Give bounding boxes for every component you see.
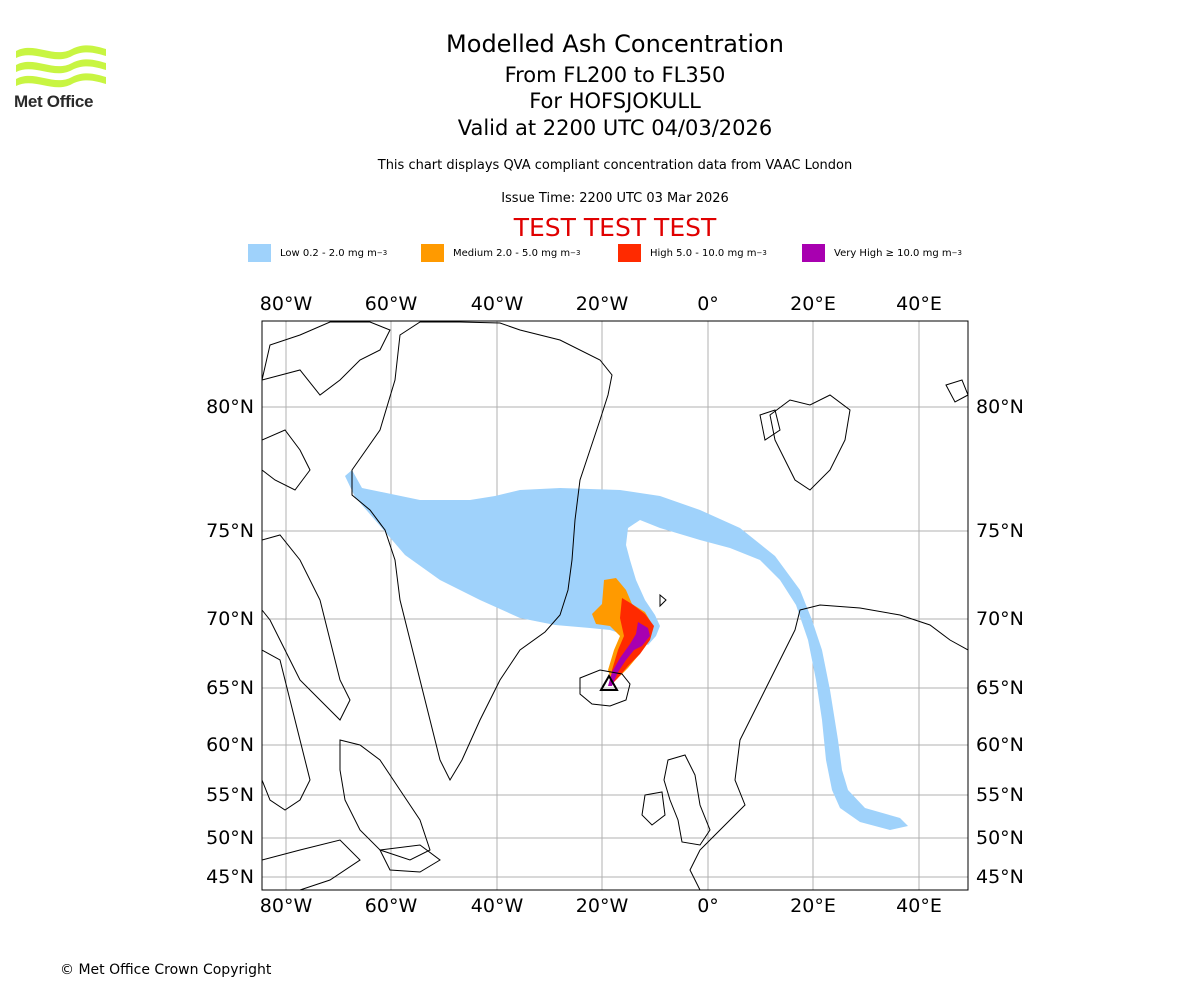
legend-medium-swatch [421, 244, 444, 262]
lon-label: 40°E [896, 895, 942, 917]
valid-time: Valid at 2200 UTC 04/03/2026 [457, 116, 773, 140]
logo-text: Met Office [14, 92, 94, 111]
lat-label: 55°N [976, 784, 1024, 806]
lat-label: 50°N [206, 827, 254, 849]
lon-label: 20°E [790, 895, 836, 917]
legend-medium: Medium 2.0 - 5.0 mg m −3 [421, 244, 580, 262]
lon-label: 60°W [365, 293, 418, 315]
lat-label: 70°N [206, 608, 254, 630]
lon-labels-bottom: 80°W 60°W 40°W 20°W 0° 20°E 40°E [260, 895, 942, 917]
legend-high-label: High 5.0 - 10.0 mg m [650, 247, 757, 259]
lat-label: 75°N [206, 520, 254, 542]
legend-high-swatch [618, 244, 641, 262]
coastlines [262, 321, 968, 890]
legend-medium-label: Medium 2.0 - 5.0 mg m [453, 247, 571, 259]
lat-label: 65°N [206, 677, 254, 699]
issue-time: Issue Time: 2200 UTC 03 Mar 2026 [501, 191, 729, 206]
lon-label: 60°W [365, 895, 418, 917]
lat-label: 55°N [206, 784, 254, 806]
lat-label: 45°N [976, 866, 1024, 888]
lat-label: 60°N [206, 734, 254, 756]
lon-label: 40°W [471, 895, 524, 917]
lon-label: 20°W [576, 895, 629, 917]
lat-label: 75°N [976, 520, 1024, 542]
met-office-logo [16, 45, 106, 88]
chart-title: Modelled Ash Concentration [446, 30, 784, 58]
lon-label: 0° [697, 895, 719, 917]
lat-label: 45°N [206, 866, 254, 888]
lat-label: 50°N [976, 827, 1024, 849]
legend-high: High 5.0 - 10.0 mg m −3 [618, 244, 767, 262]
legend-very-high-label: Very High ≥ 10.0 mg m [834, 247, 952, 259]
triangle-icon [599, 673, 619, 691]
lat-label: 80°N [976, 396, 1024, 418]
lat-labels-left: 80°N 75°N 70°N 65°N 60°N 55°N 50°N 45°N [206, 396, 254, 888]
legend-low-label: Low 0.2 - 2.0 mg m [280, 247, 377, 259]
ash-low-region [345, 470, 908, 830]
flight-levels: From FL200 to FL350 [504, 63, 726, 87]
test-banner: TEST TEST TEST [513, 213, 717, 242]
lon-label: 0° [697, 293, 719, 315]
legend-very-high: Very High ≥ 10.0 mg m −3 [802, 244, 962, 262]
lon-label: 20°W [576, 293, 629, 315]
chart-description: This chart displays QVA compliant concen… [377, 158, 853, 173]
ash-very-high-region [608, 622, 650, 686]
lon-labels-top: 80°W 60°W 40°W 20°W 0° 20°E 40°E [260, 293, 942, 315]
lon-label: 40°E [896, 293, 942, 315]
lat-labels-right: 80°N 75°N 70°N 65°N 60°N 55°N 50°N 45°N [976, 396, 1024, 888]
copyright: © Met Office Crown Copyright [60, 962, 272, 978]
volcano-name: For HOFSJOKULL [529, 89, 701, 113]
lon-label: 80°W [260, 895, 313, 917]
legend-very-high-swatch [802, 244, 825, 262]
lon-label: 40°W [471, 293, 524, 315]
lat-label: 60°N [976, 734, 1024, 756]
legend-low-swatch [248, 244, 271, 262]
lon-label: 20°E [790, 293, 836, 315]
lat-label: 65°N [976, 677, 1024, 699]
lat-label: 70°N [976, 608, 1024, 630]
lat-label: 80°N [206, 396, 254, 418]
legend-low: Low 0.2 - 2.0 mg m −3 [248, 244, 387, 262]
lon-label: 80°W [260, 293, 313, 315]
map-frame [261, 320, 969, 891]
